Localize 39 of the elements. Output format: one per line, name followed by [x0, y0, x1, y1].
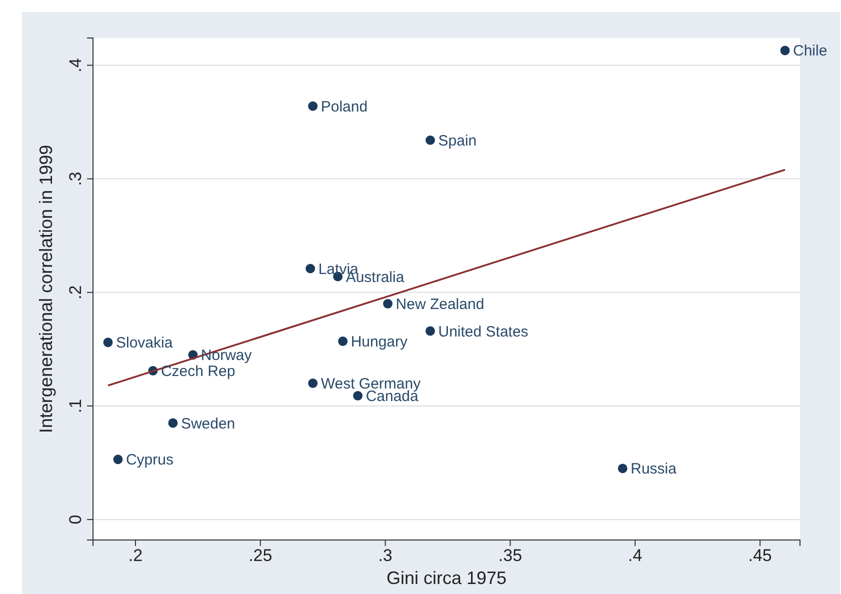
- annotation: Spain: [438, 132, 477, 150]
- x-axis-title: Gini circa 1975: [386, 568, 507, 588]
- annotation: Hungary: [350, 333, 408, 350]
- point: [338, 336, 348, 346]
- y-tick-label: .4: [66, 58, 85, 72]
- point: [383, 299, 393, 308]
- x-tick-label: .4: [628, 546, 642, 566]
- point: [353, 391, 363, 400]
- x-tick-label: .45: [748, 546, 772, 566]
- annotation: Poland: [320, 98, 368, 116]
- annotation: Sweden: [180, 415, 236, 432]
- annotation: Chile: [793, 42, 828, 60]
- x-tick-label: .3: [378, 546, 392, 566]
- point: [618, 464, 628, 474]
- y-tick-label: .1: [66, 398, 85, 414]
- annotation: Russia: [630, 460, 678, 478]
- point: [426, 136, 435, 145]
- y-tick-label: 0: [66, 514, 85, 524]
- annotation: Norway: [200, 347, 252, 364]
- x-tick-label: .2: [128, 546, 143, 566]
- point: [426, 326, 435, 336]
- annotation: New Zealand: [396, 296, 484, 314]
- annotation: Cyprus: [126, 452, 174, 469]
- point: [306, 264, 316, 274]
- point: [308, 378, 318, 388]
- annotation: West Germany: [320, 376, 422, 393]
- point: [308, 101, 318, 111]
- y-tick-label: .3: [66, 172, 85, 186]
- annotation: Czech Rep: [160, 363, 236, 380]
- annotation: Slovakia: [116, 334, 174, 352]
- y-axis-title: Intergenerational correlation in 1999: [36, 144, 56, 434]
- x-tick-label: .25: [248, 546, 272, 566]
- annotation: United States: [438, 323, 528, 340]
- point: [113, 454, 123, 464]
- point: [780, 46, 790, 56]
- x-tick-label: .35: [498, 546, 522, 566]
- point: [168, 418, 178, 428]
- y-tick-label: .2: [66, 285, 85, 300]
- point: [103, 338, 113, 348]
